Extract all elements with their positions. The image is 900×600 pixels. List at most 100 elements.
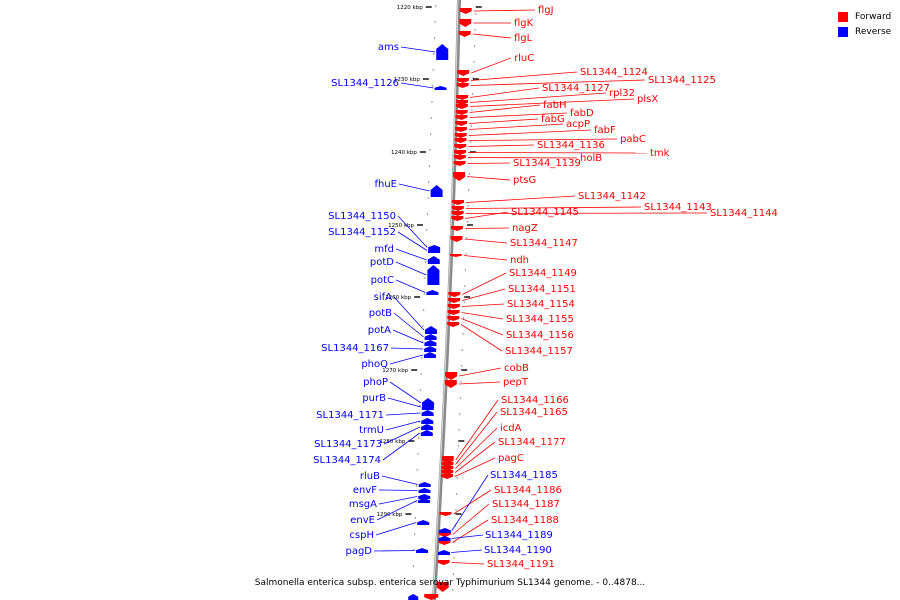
gene-glyph	[454, 133, 467, 138]
gene-shape	[421, 410, 434, 416]
gene-leader	[385, 420, 421, 431]
gene-glyph	[455, 104, 468, 109]
track-dot	[456, 477, 458, 479]
gene-glyph	[455, 110, 468, 115]
gene-leader	[393, 296, 425, 331]
gene-glyph	[456, 100, 468, 105]
track-dot	[434, 21, 436, 23]
gene-leader	[463, 255, 508, 261]
track-dot	[426, 213, 429, 215]
gene-label-reverse: sifA	[374, 292, 393, 303]
reverse-swatch	[838, 26, 848, 37]
gene-leader	[460, 324, 503, 352]
gene-glyph	[456, 83, 469, 88]
gene-label-forward: rpl32	[609, 88, 635, 99]
gene-glyph	[456, 78, 469, 83]
gene-label-forward: fabD	[570, 108, 594, 119]
gene-glyph	[459, 8, 472, 14]
gene-shape	[430, 185, 443, 197]
gene-glyph	[428, 248, 441, 253]
gene-glyph	[453, 161, 466, 166]
gene-leader	[467, 176, 511, 181]
gene-leader	[469, 104, 541, 113]
track-dot	[435, 5, 437, 7]
gene-shape	[424, 340, 437, 346]
gene-glyph	[441, 474, 454, 479]
gene-label-reverse: trmU	[359, 425, 384, 436]
gene-label-reverse: SL1344_1126	[331, 78, 399, 89]
track-dot	[474, 29, 476, 31]
track-dot	[412, 565, 415, 567]
track-dot	[433, 37, 436, 39]
gene-leader	[395, 248, 427, 261]
gene-label-reverse: ams	[378, 42, 399, 53]
gene-label-forward: fabF	[594, 125, 616, 136]
gene-glyph	[434, 86, 447, 90]
track-dot	[466, 221, 469, 223]
gene-label-reverse: SL1344_1189	[485, 530, 553, 541]
gene-shape	[451, 211, 464, 216]
gene-glyph	[436, 44, 449, 60]
track-dot	[469, 141, 472, 143]
gene-glyph	[454, 127, 467, 132]
gene-leader	[390, 347, 424, 350]
gene-shape	[418, 482, 431, 487]
gene-label-forward: SL1344_1165	[500, 407, 568, 418]
tick-label: 1220 kbp	[397, 5, 423, 11]
gene-leader	[458, 381, 501, 385]
gene-leader	[465, 195, 576, 203]
track-dot	[419, 389, 422, 391]
gene-label-reverse: cspH	[349, 530, 374, 541]
gene-shape	[421, 418, 434, 424]
gene-glyph	[437, 560, 450, 565]
gene-label-reverse: SL1344_1174	[313, 455, 381, 466]
gene-label-reverse: phoQ	[361, 359, 388, 370]
gene-shape	[459, 8, 472, 14]
gene-label-reverse: SL1344_1150	[328, 211, 396, 222]
gene-shape	[438, 528, 451, 533]
gene-shape	[459, 19, 472, 27]
gene-label-forward: SL1344_1157	[505, 346, 573, 357]
gene-shape	[455, 104, 468, 109]
gene-leader	[455, 399, 499, 461]
gene-leader	[382, 432, 421, 461]
gene-shape	[455, 110, 468, 115]
gene-shape	[427, 256, 440, 264]
gene-label-reverse: purB	[362, 393, 386, 404]
gene-leader	[395, 261, 427, 276]
gene-shape	[427, 265, 440, 285]
gene-leader	[461, 288, 506, 301]
gene-label-reverse: mfd	[374, 244, 394, 255]
gene-shape	[454, 127, 467, 132]
track-dot	[452, 589, 454, 591]
gene-leader	[392, 329, 424, 344]
gene-shape	[444, 380, 457, 388]
gene-leader	[451, 534, 484, 539]
gene-shape	[447, 304, 460, 309]
gene-glyph	[451, 211, 464, 216]
track-dot	[457, 445, 460, 447]
gene-leader	[470, 79, 646, 86]
tick-label: 1250 kbp	[388, 223, 414, 229]
gene-label-reverse: potA	[368, 325, 391, 336]
gene-glyph	[436, 582, 449, 592]
gene-glyph	[455, 115, 468, 120]
gene-leader	[468, 123, 564, 130]
gene-shape	[436, 582, 449, 592]
gene-label-forward: SL1344_1151	[508, 284, 576, 295]
gene-leader	[398, 183, 430, 192]
gene-glyph	[424, 346, 437, 352]
tick-label: 1280 kbp	[379, 439, 405, 445]
gene-leader	[395, 279, 426, 293]
gene-leader	[383, 426, 421, 445]
gene-label-reverse: msgA	[349, 499, 377, 510]
gene-glyph	[423, 352, 436, 358]
gene-glyph	[447, 304, 460, 309]
gene-label-forward: nagZ	[512, 223, 538, 234]
track-dot	[463, 301, 465, 303]
gene-glyph	[441, 470, 454, 475]
gene-shape	[426, 290, 439, 295]
gene-leader	[451, 562, 485, 565]
gene-glyph	[450, 226, 463, 231]
